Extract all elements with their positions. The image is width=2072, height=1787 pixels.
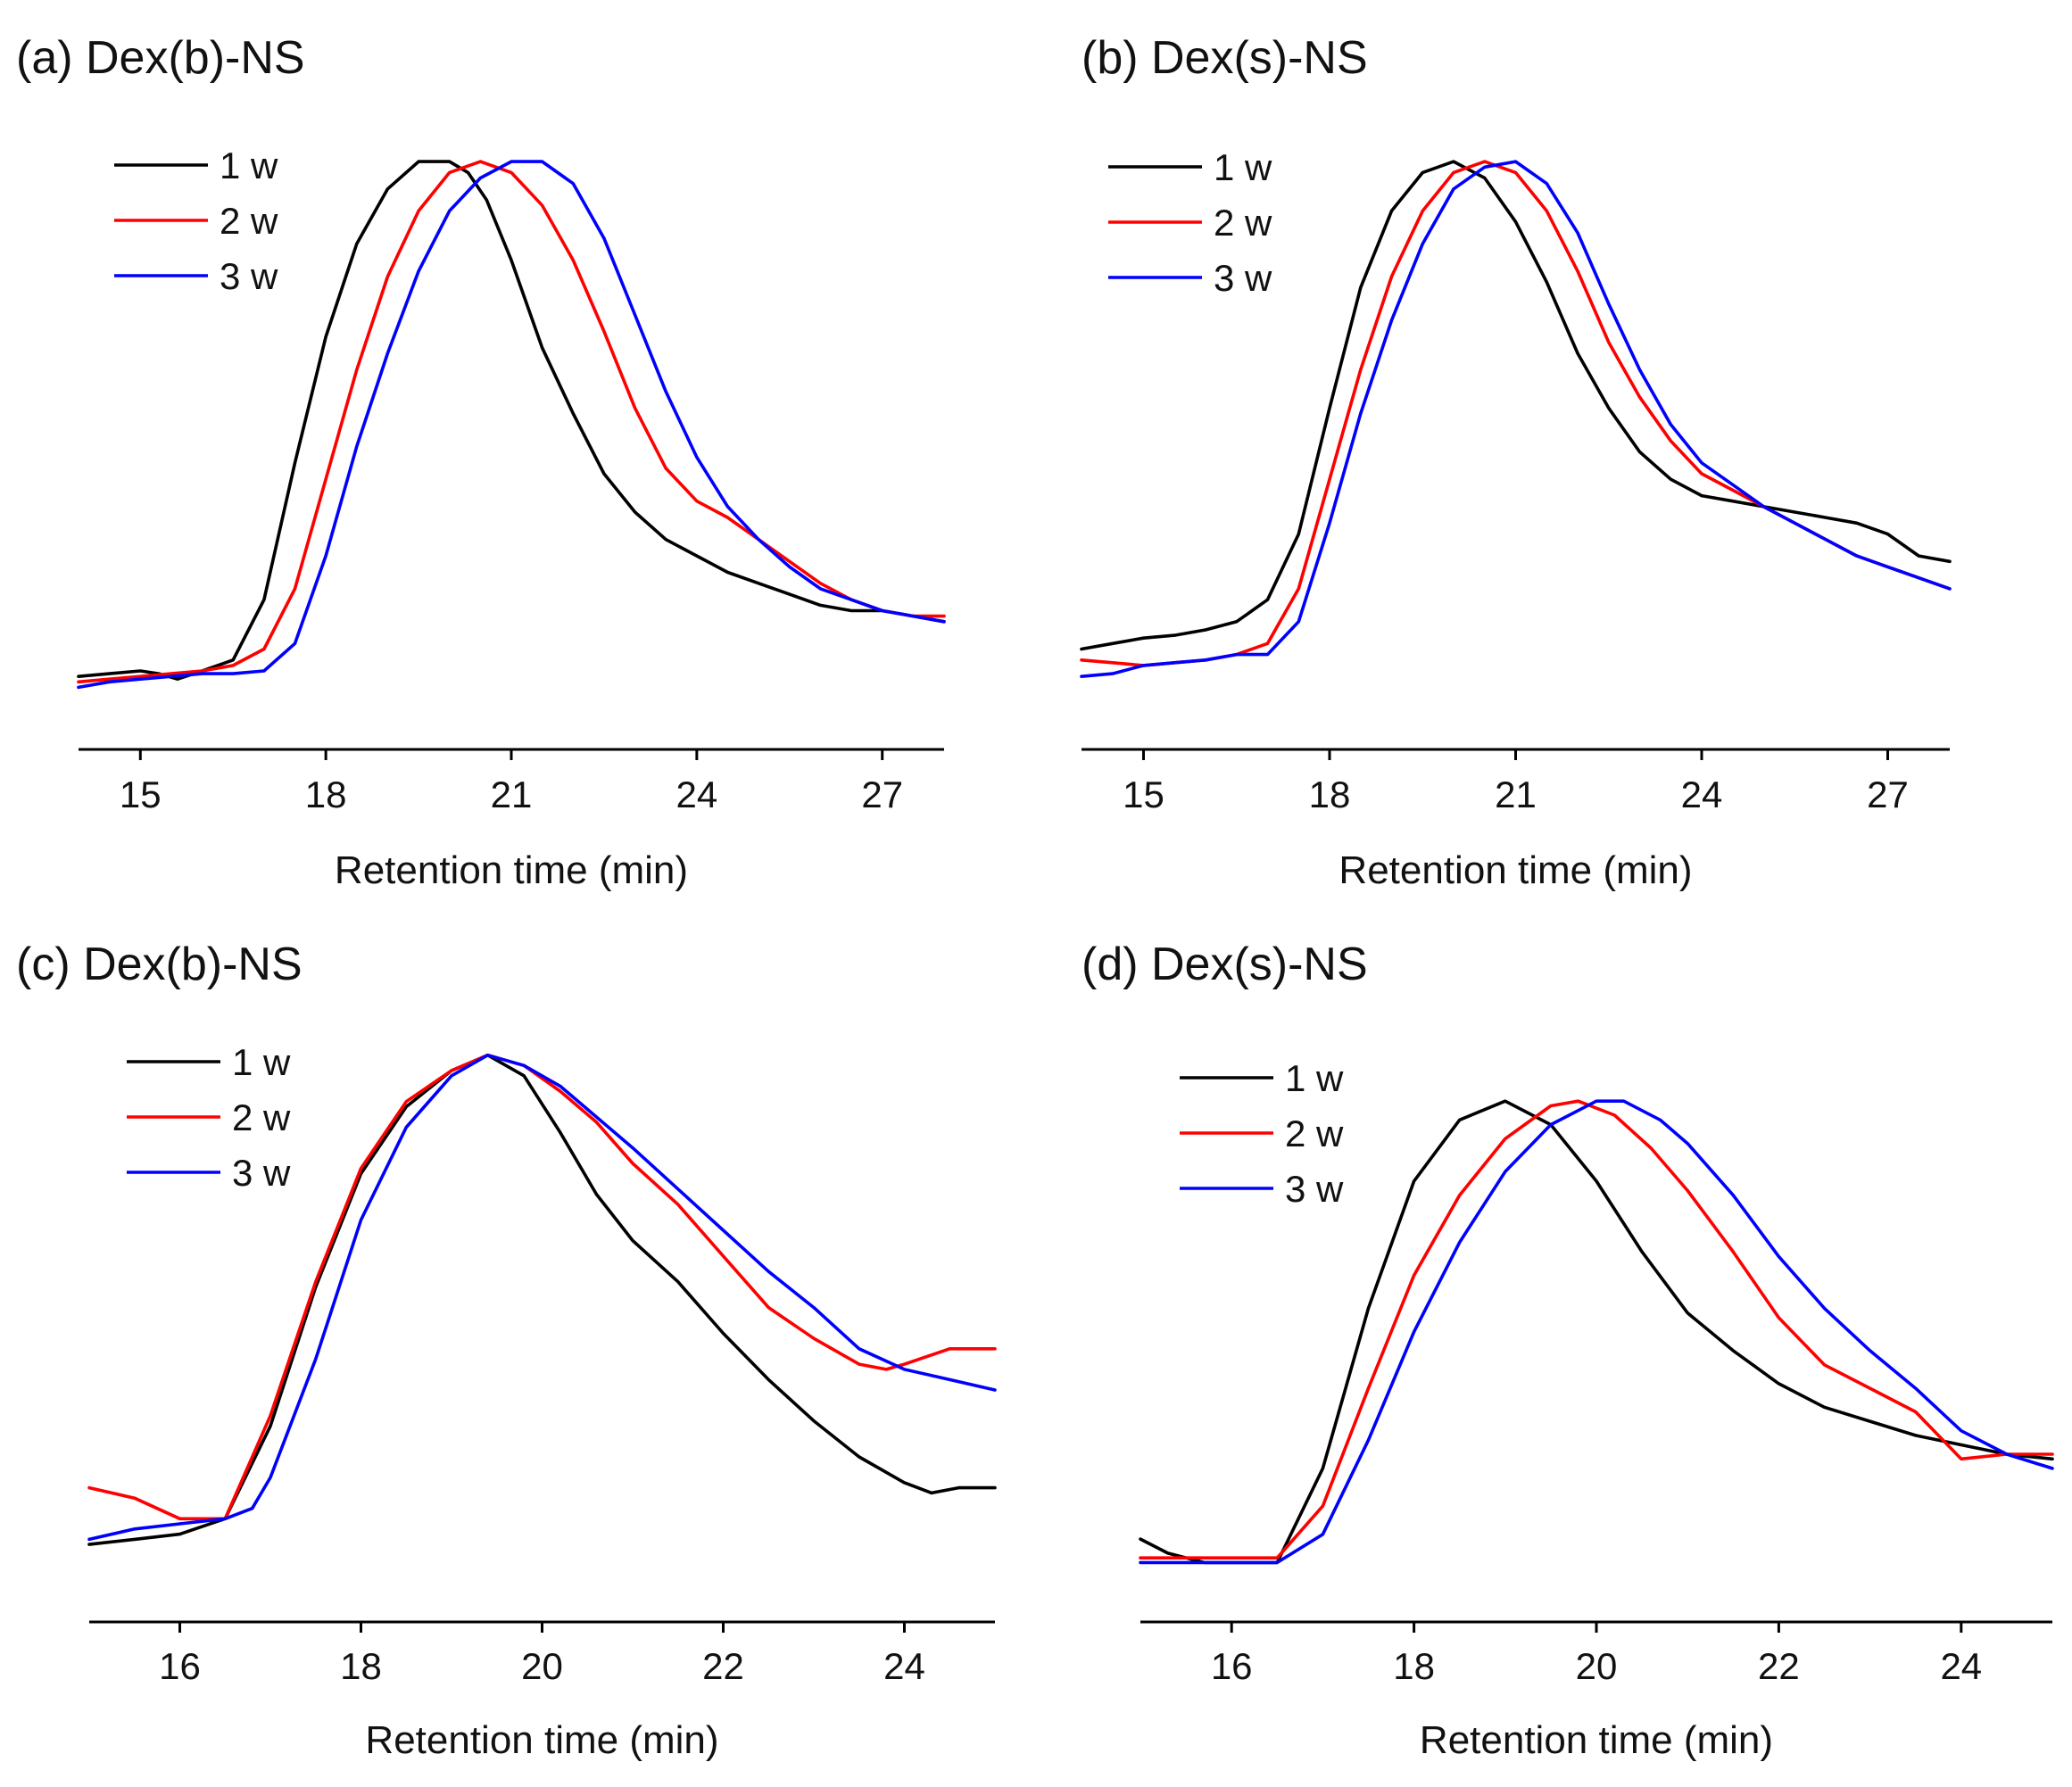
legend-label: 3 w — [220, 255, 278, 297]
x-axis-label: Retention time (min) — [1339, 848, 1692, 892]
series-line-3w — [87, 1053, 997, 1542]
panel-title: (d) Dex(s)-NS — [1082, 939, 1368, 990]
series-line-2w — [87, 1053, 997, 1521]
series-line-2w — [1139, 1099, 2054, 1559]
series-line-1w — [1139, 1099, 2054, 1565]
series-line-3w — [77, 160, 946, 690]
panel-a: (a) Dex(b)-NS 15 18 21 24 27 Retention time (m… — [16, 32, 946, 892]
panel-b: (b) Dex(s)-NS 15 18 21 24 27 Retention time (m… — [1080, 32, 1952, 892]
legend: 1 w 2 w 3 w — [127, 1041, 291, 1194]
x-tick-label: 15 — [120, 774, 162, 815]
series-line-3w — [1080, 160, 1952, 678]
legend-label: 3 w — [1214, 257, 1272, 299]
panel-title: (c) Dex(b)-NS — [16, 939, 303, 990]
legend-label: 3 w — [232, 1152, 291, 1194]
x-tick-label: 24 — [675, 774, 717, 815]
panel-title: (b) Dex(s)-NS — [1082, 32, 1368, 84]
x-tick-label: 21 — [491, 774, 533, 815]
legend-label: 1 w — [1285, 1057, 1344, 1099]
panel-title: (a) Dex(b)-NS — [16, 32, 305, 84]
x-tick-label: 18 — [1309, 774, 1351, 815]
panel-c: (c) Dex(b)-NS 16 18 20 22 24 Retention time (m… — [16, 939, 997, 1762]
x-tick-label: 20 — [1576, 1645, 1618, 1687]
x-tick-label: 16 — [159, 1645, 201, 1687]
legend-label: 3 w — [1285, 1168, 1344, 1210]
legend: 1 w 2 w 3 w — [1108, 146, 1272, 299]
x-tick-label: 24 — [1681, 774, 1723, 815]
legend-label: 2 w — [1285, 1113, 1344, 1154]
x-tick-label: 27 — [861, 774, 903, 815]
panel-d: (d) Dex(s)-NS 16 18 20 22 24 Retention time (m… — [1082, 939, 2054, 1762]
series-line-2w — [77, 160, 946, 684]
x-tick-label: 24 — [883, 1645, 925, 1687]
legend-label: 2 w — [220, 200, 278, 242]
x-tick-label: 22 — [1758, 1645, 1800, 1687]
x-tick-label: 18 — [1393, 1645, 1435, 1687]
x-tick-label: 18 — [340, 1645, 382, 1687]
series-line-2w — [1080, 160, 1952, 667]
series-line-3w — [1139, 1099, 2054, 1565]
x-tick-label: 18 — [305, 774, 347, 815]
x-tick-label: 21 — [1495, 774, 1537, 815]
x-tick-label: 15 — [1123, 774, 1164, 815]
series-line-1w — [87, 1053, 997, 1546]
x-axis-label: Retention time (min) — [335, 848, 688, 892]
legend: 1 w 2 w 3 w — [114, 145, 278, 297]
legend: 1 w 2 w 3 w — [1180, 1057, 1344, 1210]
legend-label: 2 w — [1214, 202, 1272, 244]
legend-label: 1 w — [232, 1041, 291, 1083]
x-tick-label: 27 — [1867, 774, 1909, 815]
legend-label: 2 w — [232, 1096, 291, 1138]
legend-label: 1 w — [1214, 146, 1272, 188]
x-tick-label: 22 — [702, 1645, 744, 1687]
x-axis-label: Retention time (min) — [365, 1718, 718, 1762]
x-tick-label: 16 — [1211, 1645, 1253, 1687]
series-line-1w — [1080, 160, 1952, 651]
series-line-1w — [77, 160, 946, 681]
x-axis-label: Retention time (min) — [1420, 1718, 1773, 1762]
x-tick-label: 24 — [1940, 1645, 1982, 1687]
legend-label: 1 w — [220, 145, 278, 186]
x-tick-label: 20 — [521, 1645, 563, 1687]
